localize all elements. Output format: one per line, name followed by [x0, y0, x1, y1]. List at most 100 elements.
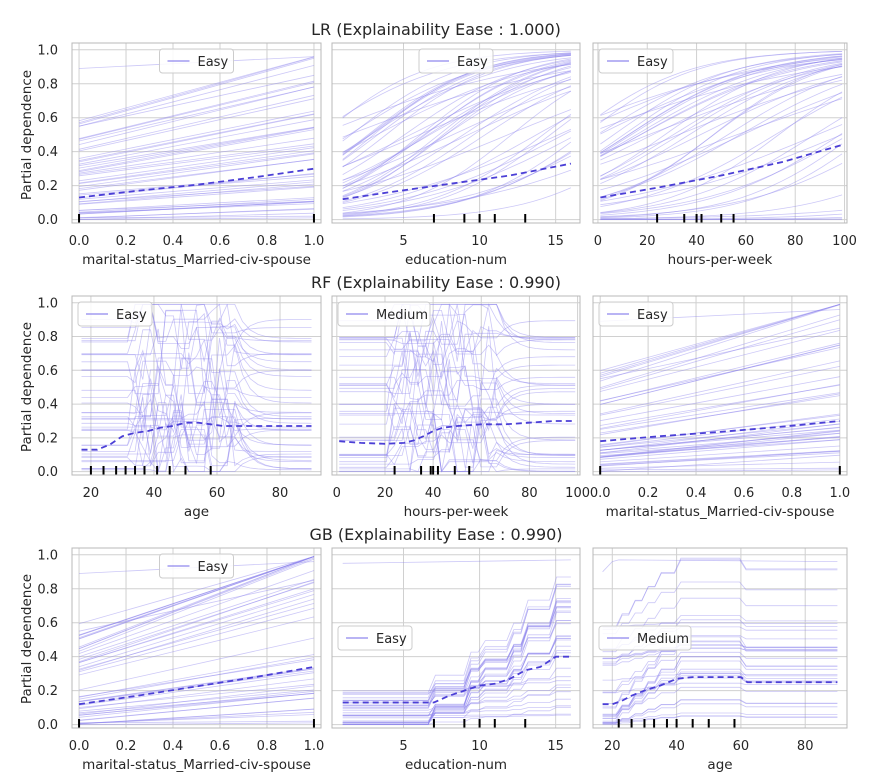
ice-line — [339, 461, 576, 473]
ice-line — [339, 408, 576, 461]
y-tick-label: 1.0 — [37, 548, 58, 563]
legend-box — [598, 48, 674, 74]
y-tick-label: 1.0 — [37, 296, 58, 311]
legend-label: Easy — [637, 308, 668, 323]
ice-line — [78, 179, 315, 200]
ice-line — [342, 76, 572, 198]
ice-line — [602, 699, 838, 725]
panel-lr-hours-per-week: 0 20 40 60 80 100 hours-per-week Easy — [592, 42, 857, 268]
x-tick-label: 100 — [832, 234, 857, 249]
ice-line — [600, 51, 843, 123]
ice-line — [602, 559, 838, 628]
ice-line — [600, 66, 843, 129]
ice-line — [78, 708, 315, 725]
ice-line — [339, 342, 576, 406]
ice-line — [602, 682, 838, 694]
ice-line — [342, 59, 571, 175]
x-tick-label: 80 — [272, 486, 289, 501]
ice-line — [81, 344, 312, 418]
ice-line — [600, 153, 843, 219]
ice-line — [342, 637, 571, 717]
ice-line — [78, 80, 315, 140]
x-axis-label: marital-status_Married-civ-spouse — [606, 504, 835, 520]
x-tick-label: 0 — [333, 486, 341, 501]
ice-line — [339, 402, 576, 459]
ice-line — [342, 706, 571, 725]
ice-line — [602, 640, 838, 709]
x-tick-label: 0.2 — [116, 739, 137, 754]
y-tick-label: 1.0 — [37, 43, 58, 58]
ice-line — [602, 668, 838, 715]
x-tick-label: 20 — [604, 739, 621, 754]
ice-line — [81, 368, 312, 451]
ice-line — [600, 55, 843, 154]
ice-line — [78, 594, 315, 668]
plot-layer — [600, 304, 840, 472]
ice-line — [602, 686, 838, 716]
ice-line — [600, 427, 840, 451]
ice-line — [78, 556, 315, 640]
ice-line — [78, 556, 315, 636]
pd-average-line — [81, 421, 312, 451]
ice-line — [81, 419, 312, 473]
ice-line — [78, 672, 315, 706]
ice-line — [78, 685, 315, 715]
x-tick-label: 20 — [377, 486, 394, 501]
ice-line — [78, 598, 315, 671]
ice-line — [342, 113, 572, 216]
ice-line — [78, 556, 315, 640]
ice-line — [342, 606, 571, 703]
ice-line — [600, 79, 843, 165]
ice-line — [342, 620, 571, 708]
ice-line — [78, 57, 315, 125]
ice-line — [342, 636, 571, 724]
ice-line — [600, 344, 840, 405]
ice-line — [342, 576, 571, 693]
panel-frame — [71, 295, 322, 476]
x-axis-label: marital-status_Married-civ-spouse — [82, 757, 311, 772]
ice-line — [78, 183, 315, 205]
y-axis-label-row-3: Partial dependence — [19, 574, 35, 704]
ice-line — [602, 699, 838, 724]
legend-label: Easy — [457, 55, 488, 70]
ice-line — [342, 586, 571, 702]
ice-line — [81, 309, 312, 395]
ice-line — [78, 150, 315, 184]
ice-line — [81, 400, 312, 467]
y-tick-label: 0.6 — [37, 111, 58, 126]
x-tick-label: 0.4 — [686, 486, 707, 501]
ice-line — [78, 711, 315, 724]
ice-line — [339, 303, 576, 358]
panel-lr-education-num: 5 10 15 education-num Easy — [331, 42, 581, 268]
ice-line — [342, 601, 571, 709]
ice-line — [600, 445, 840, 463]
y-tick-label: 0.0 — [37, 213, 58, 228]
ice-line — [600, 429, 840, 451]
ice-line — [78, 158, 315, 191]
ice-line — [600, 138, 843, 214]
ice-line — [78, 200, 315, 211]
ice-line — [342, 655, 571, 724]
y-tick-label: 0.0 — [37, 718, 58, 733]
ice-line — [600, 423, 840, 454]
ice-line — [342, 606, 571, 706]
ice-line — [78, 208, 315, 219]
ice-line — [342, 611, 571, 725]
ice-line — [342, 623, 571, 695]
ice-line — [81, 410, 312, 463]
ice-line — [78, 186, 315, 205]
x-tick-label: 60 — [738, 234, 755, 249]
legend-box — [159, 553, 234, 579]
ice-line — [342, 610, 571, 701]
ice-line — [600, 319, 840, 390]
ice-line — [600, 51, 843, 116]
ice-line — [342, 141, 572, 218]
x-tick-label: 0.8 — [257, 739, 278, 754]
panel-lr-marital-status_Married-civ-spouse: 0.0 0.2 0.4 0.6 0.8 1.0 0.0 0.2 0.4 0.6 0.8 1.0 mari… — [37, 42, 324, 268]
x-tick-label: 10 — [471, 234, 488, 249]
ice-line — [600, 430, 840, 458]
ice-line — [600, 414, 840, 446]
ice-line — [78, 208, 315, 218]
ice-line — [600, 134, 843, 206]
ice-line — [78, 217, 315, 220]
